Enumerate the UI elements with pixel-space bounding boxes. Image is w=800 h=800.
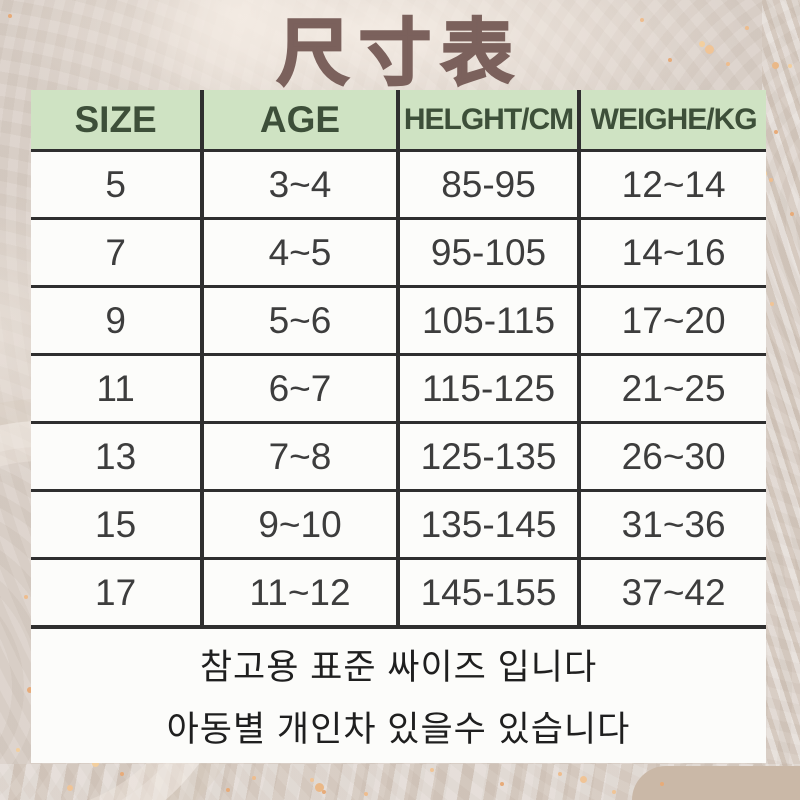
table-cell: 6~7 xyxy=(200,353,398,423)
page-title: 尺寸表 xyxy=(276,12,523,95)
header-row: SIZE AGE HELGHT/CM WEIGHE/KG xyxy=(31,90,766,152)
notes: 참고용 표준 싸이즈 입니다 아동별 개인차 있을수 있습니다 xyxy=(31,628,766,763)
size-chart-panel: SIZE AGE HELGHT/CM WEIGHE/KG 5 3~4 85-95 12~14… xyxy=(31,90,766,763)
table-cell: 85-95 xyxy=(395,150,580,219)
column-header: SIZE xyxy=(31,90,203,152)
table-cell: 11 xyxy=(31,353,203,423)
table-row: 17 11~12 145-155 37~42 xyxy=(31,557,766,629)
table-cell: 13 xyxy=(31,421,203,491)
column-header: AGE xyxy=(200,90,398,152)
table-cell: 26~30 xyxy=(577,421,766,491)
table-cell: 17 xyxy=(31,557,203,629)
table-cell: 4~5 xyxy=(200,217,398,287)
table-cell: 21~25 xyxy=(577,353,766,423)
table-cell: 37~42 xyxy=(577,557,766,629)
size-table-head: SIZE AGE HELGHT/CM WEIGHE/KG xyxy=(31,90,766,152)
background-corner-shape xyxy=(632,766,800,800)
table-cell: 12~14 xyxy=(577,150,766,219)
table-cell: 3~4 xyxy=(200,150,398,219)
table-cell: 9 xyxy=(31,285,203,355)
note-line-individual-variation: 아동별 개인차 있을수 있습니다 xyxy=(166,710,631,749)
table-cell: 9~10 xyxy=(200,489,398,559)
column-header: HELGHT/CM xyxy=(395,90,580,152)
background-texture-right xyxy=(762,0,800,800)
note-line-standard-size: 참고용 표준 싸이즈 입니다 xyxy=(199,648,598,687)
table-cell: 14~16 xyxy=(577,217,766,287)
table-row: 15 9~10 135-145 31~36 xyxy=(31,489,766,559)
table-row: 7 4~5 95-105 14~16 xyxy=(31,217,766,287)
table-cell: 7~8 xyxy=(200,421,398,491)
table-cell: 95-105 xyxy=(395,217,580,287)
table-cell: 11~12 xyxy=(200,557,398,629)
table-cell: 5 xyxy=(105,163,126,205)
column-header: WEIGHE/KG xyxy=(577,90,766,152)
table-cell: 125-135 xyxy=(395,421,580,491)
table-cell: 31~36 xyxy=(577,489,766,559)
table-row: 9 5~6 105-115 17~20 xyxy=(31,285,766,355)
table-row: 11 6~7 115-125 21~25 xyxy=(31,353,766,423)
table-cell: 135-145 xyxy=(395,489,580,559)
table-cell: 105-115 xyxy=(395,285,580,355)
table-cell: 5~6 xyxy=(200,285,398,355)
size-table: SIZE AGE HELGHT/CM WEIGHE/KG 5 3~4 85-95 12~14… xyxy=(31,90,766,629)
table-row: 5 3~4 85-95 12~14 xyxy=(31,150,766,219)
table-cell: 115-125 xyxy=(395,353,580,423)
table-row: 13 7~8 125-135 26~30 xyxy=(31,421,766,491)
table-cell: 7 xyxy=(31,217,203,287)
table-cell: 17~20 xyxy=(577,285,766,355)
table-cell: 15 xyxy=(31,489,203,559)
size-table-body: 5 3~4 85-95 12~14 7 4~5 95-105 14~16 9 5~6 105-115… xyxy=(31,150,766,629)
table-cell: 145-155 xyxy=(395,557,580,629)
